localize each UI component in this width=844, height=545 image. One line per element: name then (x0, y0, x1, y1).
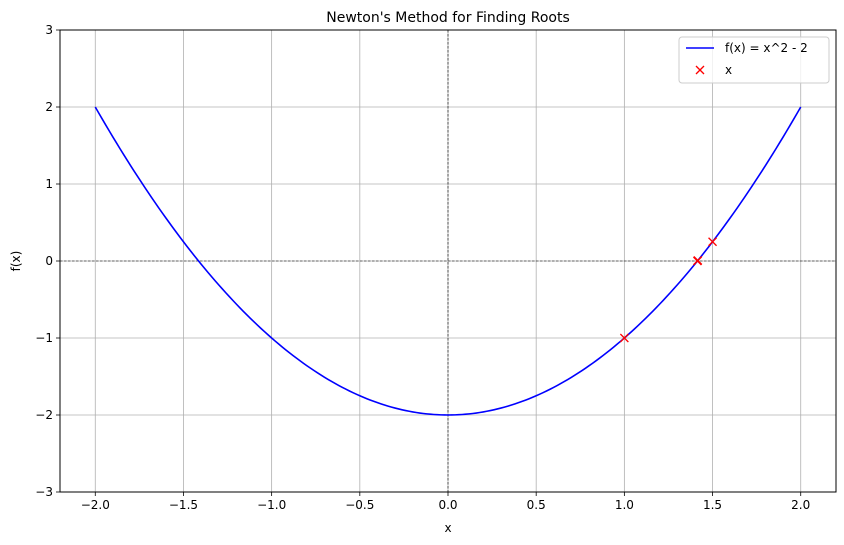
y-tick-label: −1 (35, 331, 53, 345)
chart-title: Newton's Method for Finding Roots (326, 10, 570, 26)
iterate-marker (692, 256, 702, 266)
legend-label-function: f(x) = x^2 - 2 (725, 41, 808, 55)
y-tick-label: 3 (45, 23, 53, 37)
x-tick-label: 1.0 (615, 498, 634, 512)
x-tick-label: 0.0 (438, 498, 457, 512)
series-layer (94, 106, 802, 416)
x-tick-label: 1.5 (703, 498, 722, 512)
y-axis-label: f(x) (9, 251, 23, 272)
x-tick-label: −0.5 (345, 498, 374, 512)
iterate-marker (619, 333, 629, 343)
y-tick-label: 0 (45, 254, 53, 268)
legend-marker-swatch (695, 65, 705, 75)
x-axis-label: x (444, 521, 451, 535)
x-tick-label: 0.5 (527, 498, 546, 512)
marker-stroke (619, 333, 629, 343)
x-tick-label: −2.0 (81, 498, 110, 512)
legend-box (678, 36, 830, 84)
legend-marker-stroke (695, 65, 705, 75)
y-tick-label: −2 (35, 408, 53, 422)
tick-layer: −2.0 −1.5 −1.0 −0.5 0.0 0.5 1.0 1.5 2.0 −3 −2 −1 0 1 2… (35, 23, 810, 512)
iterate-marker (708, 237, 718, 247)
legend-label-iterates: x (725, 63, 732, 77)
x-tick-label: −1.0 (257, 498, 286, 512)
y-tick-label: −3 (35, 485, 53, 499)
y-tick-label: 2 (45, 100, 53, 114)
x-tick-label: −1.5 (169, 498, 198, 512)
marker-stroke (692, 256, 702, 266)
y-tick-label: 1 (45, 177, 53, 191)
function-curve (94, 106, 802, 416)
x-tick-label: 2.0 (791, 498, 810, 512)
marker-stroke (708, 237, 718, 247)
legend: f(x) = x^2 - 2 x (678, 36, 830, 84)
